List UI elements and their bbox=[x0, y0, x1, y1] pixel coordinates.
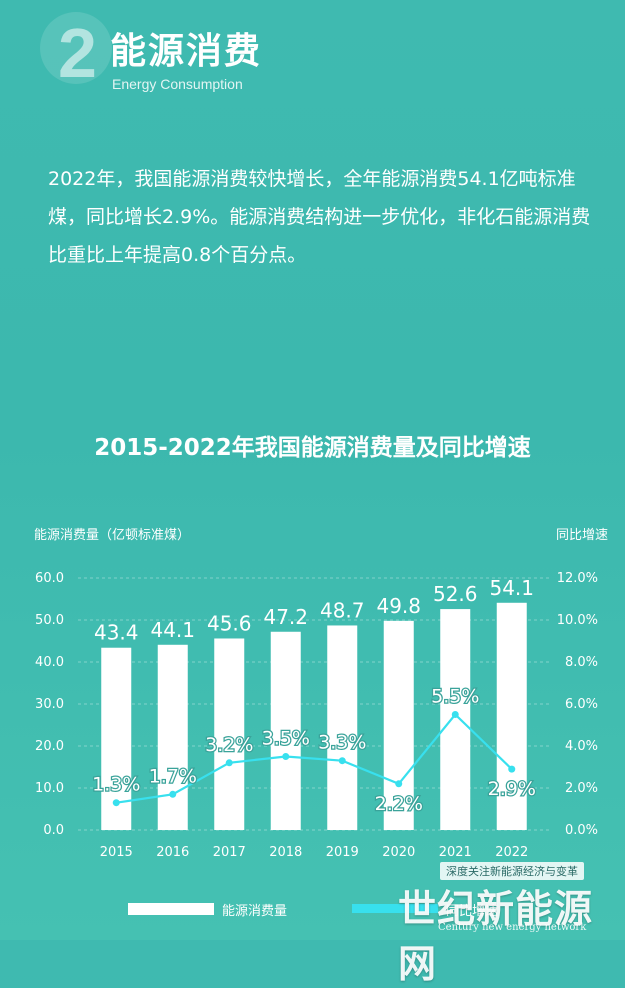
line-point bbox=[451, 711, 459, 718]
line-value-label: 1.3% bbox=[92, 774, 140, 796]
watermark-tagline: 深度关注新能源经济与变革 bbox=[440, 862, 584, 880]
legend-swatch-line bbox=[352, 904, 438, 913]
y-tick-left: 30.0 bbox=[35, 697, 64, 712]
line-value-label: 2.9% bbox=[488, 778, 536, 800]
watermark-logo-subtext: Century new energy network bbox=[438, 922, 587, 933]
bar bbox=[157, 644, 188, 830]
section-badge bbox=[40, 12, 112, 84]
y-tick-right: 12.0% bbox=[557, 571, 598, 586]
bar-value-label: 44.1 bbox=[150, 618, 195, 642]
line-point bbox=[508, 765, 516, 773]
line-value-label: 3.2% bbox=[205, 734, 253, 756]
legend-label-line: 同比增速 bbox=[446, 904, 499, 919]
y-tick-right: 8.0% bbox=[565, 655, 598, 670]
bar bbox=[214, 638, 245, 830]
x-tick-label: 2019 bbox=[326, 845, 359, 860]
y-tick-left: 10.0 bbox=[35, 781, 64, 796]
legend-swatch-bar bbox=[128, 903, 214, 915]
line-point bbox=[112, 799, 120, 807]
y-axis-left-label: 能源消费量（亿顿标准煤） bbox=[34, 528, 191, 543]
line-value-label: 2.2% bbox=[375, 793, 423, 815]
x-tick-label: 2020 bbox=[382, 845, 415, 860]
y-tick-right: 0.0% bbox=[565, 823, 598, 838]
bar-value-label: 48.7 bbox=[320, 598, 365, 622]
y-tick-left: 40.0 bbox=[35, 655, 64, 670]
line-point bbox=[395, 780, 403, 788]
bar-value-label: 45.6 bbox=[207, 611, 252, 635]
x-tick-label: 2015 bbox=[100, 845, 133, 860]
y-tick-left: 20.0 bbox=[35, 739, 64, 754]
line-value-label: 5.5% bbox=[431, 686, 479, 708]
bar bbox=[327, 625, 358, 830]
bar bbox=[440, 609, 471, 830]
y-tick-left: 50.0 bbox=[35, 613, 64, 628]
x-tick-label: 2022 bbox=[495, 845, 528, 860]
y-tick-right: 4.0% bbox=[565, 739, 598, 754]
line-value-label: 1.7% bbox=[149, 765, 197, 787]
x-tick-label: 2016 bbox=[156, 845, 189, 860]
line-point bbox=[338, 757, 346, 765]
x-tick-label: 2021 bbox=[439, 845, 472, 860]
bar bbox=[270, 631, 301, 830]
line-point bbox=[169, 790, 177, 798]
bar-value-label: 43.4 bbox=[94, 621, 139, 645]
watermark-logo-text: 世纪新能源网 bbox=[398, 886, 594, 986]
bar-value-label: 54.1 bbox=[489, 576, 534, 600]
intro-paragraph: 2022年，我国能源消费较快增长，全年能源消费54.1亿吨标准煤，同比增长2.9… bbox=[48, 168, 591, 266]
x-tick-label: 2018 bbox=[269, 845, 302, 860]
chart-title: 2015-2022年我国能源消费量及同比增速 bbox=[94, 435, 531, 461]
bar bbox=[496, 602, 527, 830]
line-value-label: 3.3% bbox=[318, 732, 366, 754]
y-axis-right-label: 同比增速 bbox=[556, 528, 609, 543]
y-tick-right: 10.0% bbox=[557, 613, 598, 628]
section-subtitle: Energy Consumption bbox=[112, 76, 243, 92]
y-tick-left: 0.0 bbox=[43, 823, 64, 838]
x-tick-label: 2017 bbox=[213, 845, 246, 860]
bar bbox=[383, 620, 414, 830]
line-point bbox=[282, 753, 290, 760]
energy-consumption-chart: 0.0 10.0 20.0 30.0 40.0 50.0 60.0 0.0% 2.0% 4.0% 6… bbox=[35, 571, 598, 860]
y-tick-right: 2.0% bbox=[565, 781, 598, 796]
line-point bbox=[225, 759, 233, 767]
bar-value-label: 52.6 bbox=[433, 582, 478, 606]
y-tick-left: 60.0 bbox=[35, 571, 64, 586]
series-line-growth bbox=[116, 712, 513, 804]
legend-label-bar: 能源消费量 bbox=[222, 904, 288, 919]
line-value-label: 3.5% bbox=[262, 728, 310, 750]
bar-value-label: 49.8 bbox=[376, 594, 421, 618]
y-tick-right: 6.0% bbox=[565, 697, 598, 712]
bar-value-label: 47.2 bbox=[263, 605, 308, 629]
section-number: 2 bbox=[58, 14, 97, 92]
section-title: 能源消费 bbox=[110, 31, 263, 72]
